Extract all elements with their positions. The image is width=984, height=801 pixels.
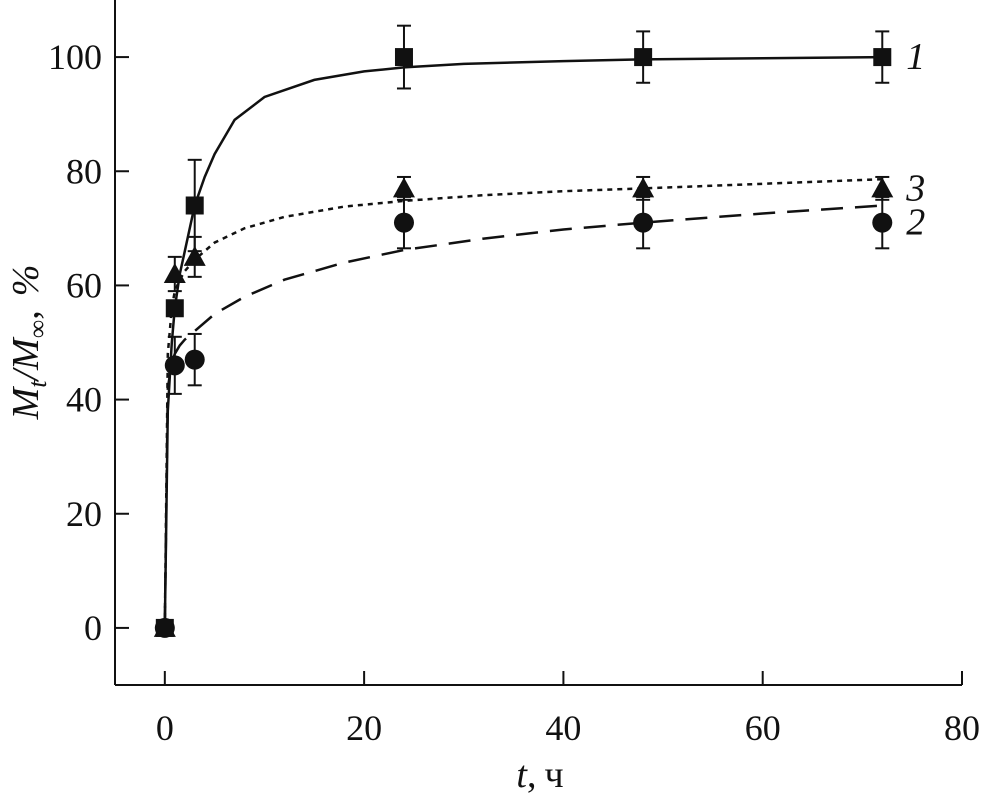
square-marker — [185, 196, 204, 215]
circle-marker — [872, 212, 893, 233]
circle-marker — [633, 212, 654, 233]
triangle-marker — [163, 263, 186, 283]
x-tick-label: 60 — [745, 708, 781, 748]
data-markers — [153, 48, 894, 638]
fit-curves — [163, 55, 883, 628]
series-label-1: 1 — [906, 36, 925, 78]
triangle-marker — [153, 616, 176, 637]
y-tick-label: 20 — [66, 494, 102, 534]
circle-marker — [164, 355, 185, 376]
error-bars — [167, 24, 890, 395]
square-marker — [873, 48, 892, 67]
square-marker — [394, 48, 413, 67]
axes: 0 20 40 60 80 0 20 40 60 80 100 — [48, 0, 980, 748]
circle-marker — [393, 212, 414, 233]
circle-marker — [184, 349, 205, 370]
triangle-marker — [392, 177, 415, 198]
x-tick-label: 80 — [944, 708, 980, 748]
y-tick-label: 100 — [48, 37, 102, 77]
triangle-marker — [871, 177, 894, 198]
x-tick-label: 20 — [346, 708, 382, 748]
y-tick-label: 80 — [66, 151, 102, 191]
y-tick-label: 40 — [66, 380, 102, 420]
series-label-3: 3 — [905, 167, 925, 209]
triangle-marker — [183, 245, 206, 266]
square-marker — [634, 48, 653, 67]
fit-curve-2 — [163, 204, 883, 628]
series-label-2: 2 — [906, 202, 925, 244]
triangle-marker — [632, 177, 655, 198]
x-tick-label: 40 — [545, 708, 581, 748]
fit-curve-3 — [163, 177, 883, 628]
y-axis-title: Mt/M∞,% — [5, 265, 52, 421]
fit-curve-1 — [163, 55, 883, 628]
square-marker — [165, 299, 184, 318]
y-tick-label: 60 — [66, 265, 102, 305]
series-labels: 1 23 — [905, 36, 925, 244]
y-tick-label: 0 — [84, 608, 102, 648]
x-tick-label: 0 — [156, 708, 174, 748]
x-axis-title: t, ч — [516, 754, 563, 796]
